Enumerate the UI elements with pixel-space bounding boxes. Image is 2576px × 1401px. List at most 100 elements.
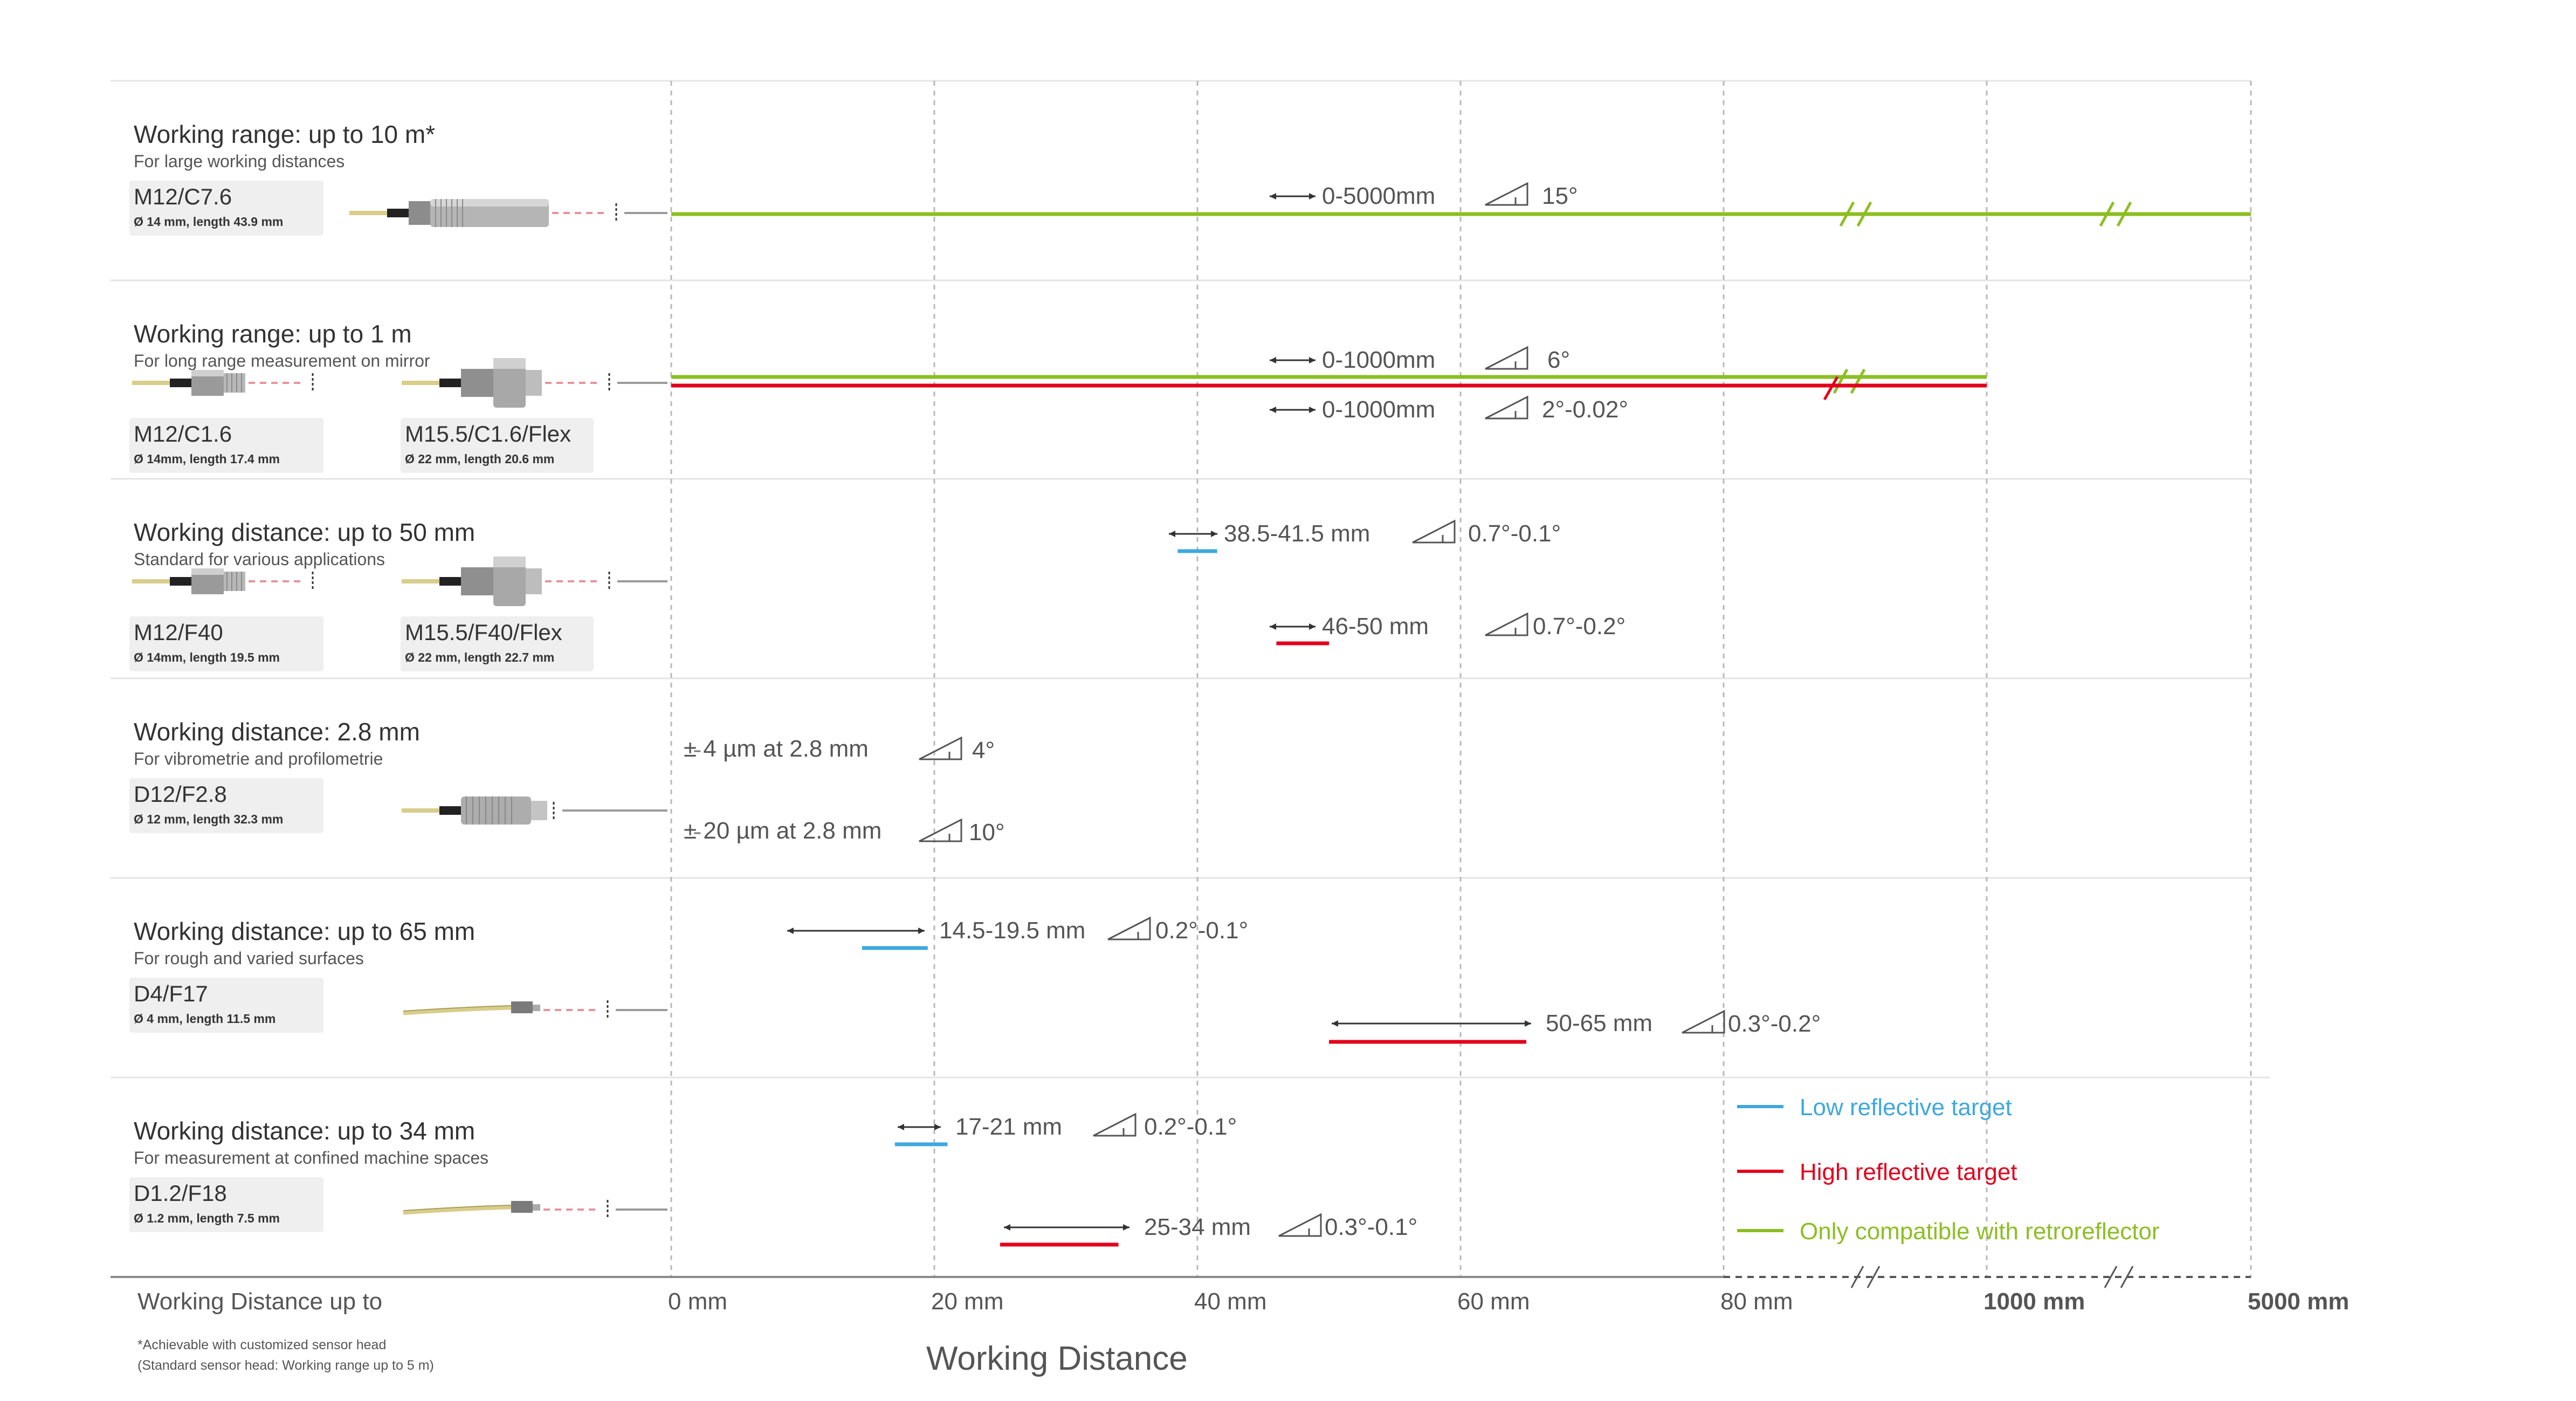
fiber-cable-shade: [403, 1205, 512, 1211]
sensor-image-d12: [402, 796, 667, 825]
line-break-mark: [1833, 368, 1849, 394]
legend-label: Only compatible with retroreflector: [1800, 1218, 2160, 1245]
bar-6: ± 20 µm at 2.8 mm 10°: [684, 818, 1005, 846]
sensor-tag-box: [129, 778, 323, 833]
sensor-front: [526, 568, 542, 594]
sensor-name: M12/F40: [134, 620, 223, 645]
row-title: Working distance: 2.8 mm: [134, 718, 420, 746]
row-subtitle: For vibrometrie and profilometrie: [134, 749, 383, 768]
arrowhead-left: [1270, 623, 1276, 630]
angle-icon: [1485, 395, 1528, 420]
arrowhead-right: [1309, 193, 1315, 200]
arrowhead-right: [1525, 1020, 1531, 1027]
line-break-mark: [1823, 376, 1839, 401]
sensor-tag-box: [129, 1177, 323, 1232]
axis-break-0: [1850, 1266, 1881, 1288]
sensor-front: [526, 370, 542, 396]
row-3: Working distance: 2.8 mm For vibrometrie …: [129, 718, 667, 833]
tick-label-1: 20 mm: [931, 1288, 1003, 1315]
arrowhead-right: [1123, 1224, 1129, 1231]
cable-boot: [387, 209, 409, 217]
sensor-image-nut: [402, 557, 667, 606]
sensor-tag-box: [129, 181, 323, 236]
row-subtitle: For measurement at confined machine spac…: [134, 1148, 488, 1168]
bar-2: 0-1000mm 2°-0.02°: [671, 376, 1987, 423]
legend-label: High reflective target: [1800, 1159, 2017, 1185]
sensor-dimensions: Ø 22 mm, length 22.7 mm: [405, 650, 554, 664]
arrowhead-left: [1004, 1224, 1010, 1231]
tick-label-0: 0 mm: [668, 1288, 727, 1315]
sensor-nut: [493, 557, 526, 606]
axis-left-label: Working Distance up to: [137, 1288, 382, 1315]
angle-icon: [1682, 1009, 1725, 1034]
row-4: Working distance: up to 65 mm For rough a…: [129, 917, 667, 1033]
axis-break-1: [2104, 1266, 2134, 1288]
angle-label: 0.2°-0.1°: [1155, 917, 1248, 944]
bar-7: 14.5-19.5 mm 0.2°-0.1°: [787, 916, 1248, 950]
angle-label: 10°: [969, 819, 1005, 846]
sensor-name: D12/F2.8: [134, 781, 227, 807]
axis-break-stroke: [2120, 1266, 2134, 1288]
line-break-mark: [1856, 201, 1872, 227]
sensor-highlight: [191, 568, 224, 575]
footnote-line-1: *Achievable with customized sensor head: [137, 1337, 386, 1352]
bar-1: 0-1000mm 6°: [671, 346, 1987, 394]
bar-5: ± 4 µm at 2.8 mm 4°: [684, 736, 995, 764]
sensor-name: M12/C7.6: [134, 184, 232, 209]
sensor-tag-box: [401, 616, 594, 671]
angle-label: 15°: [1542, 183, 1578, 209]
range-label: 38.5-41.5 mm: [1224, 520, 1370, 547]
angle-label: 0.3°-0.2°: [1728, 1011, 1821, 1037]
footnote-line-2: (Standard sensor head: Working range up …: [137, 1358, 434, 1373]
bar-10: 25-34 mm 0.3°-0.1°: [1000, 1213, 1417, 1247]
sensor-ferrule: [511, 1001, 533, 1013]
angle-icon: [1485, 346, 1528, 370]
row-0: Working range: up to 10 m* For large work…: [129, 120, 667, 236]
range-label: 0-5000mm: [1322, 183, 1435, 209]
arrowhead-right: [1309, 623, 1315, 630]
sensor-highlight: [430, 199, 549, 207]
tick-label-2: 40 mm: [1194, 1288, 1266, 1315]
sensor-tip: [533, 1204, 540, 1211]
sensor-image-thin: [403, 1200, 667, 1219]
row-title: Working distance: up to 34 mm: [134, 1117, 475, 1145]
angle-icon: [1485, 182, 1528, 206]
x-axis-title: Working Distance: [926, 1340, 1188, 1377]
angle-label: 6°: [1547, 347, 1570, 373]
arrowhead-right: [934, 1124, 941, 1130]
sensor-body: [461, 796, 531, 825]
angle-label: 2°-0.02°: [1542, 396, 1628, 423]
row-title: Working distance: up to 50 mm: [134, 518, 475, 546]
arrowhead-left: [1169, 531, 1175, 537]
arrowhead-right: [918, 928, 925, 934]
line-break-mark: [1850, 368, 1866, 394]
arrowhead-right: [1309, 357, 1315, 363]
sensor-image-nut: [402, 358, 667, 408]
tick-label-3: 60 mm: [1457, 1288, 1530, 1315]
sensor-highlight: [191, 370, 224, 376]
sensor-dimensions: Ø 22 mm, length 20.6 mm: [405, 452, 554, 466]
sensor-front: [531, 801, 547, 820]
cable-boot: [439, 379, 461, 387]
row-title: Working distance: up to 65 mm: [134, 917, 475, 945]
angle-label: 0.2°-0.1°: [1144, 1114, 1237, 1140]
legend-item-low: Low reflective target: [1737, 1094, 2012, 1121]
sensor-tag-box: [129, 418, 323, 473]
sensor-dimensions: Ø 12 mm, length 32.3 mm: [134, 812, 283, 826]
range-label: 0-1000mm: [1322, 396, 1435, 423]
fiber-cable: [403, 1205, 512, 1215]
fiber-cable-shade: [403, 1005, 512, 1012]
sensor-dimensions: Ø 14mm, length 17.4 mm: [134, 452, 280, 466]
sensor-highlight: [493, 358, 526, 369]
cable-boot: [439, 806, 461, 815]
angle-icon: [1412, 519, 1456, 544]
sensor-tag: M15.5/F40/Flex Ø 22 mm, length 22.7 mm: [401, 616, 594, 671]
legend-item-high: High reflective target: [1737, 1159, 2017, 1185]
row-subtitle: For rough and varied surfaces: [134, 949, 364, 968]
angle-icon: [919, 818, 962, 842]
range-label: 46-50 mm: [1322, 613, 1429, 640]
angle-label: 0.7°-0.2°: [1533, 613, 1626, 640]
sensor-dimensions: Ø 14 mm, length 43.9 mm: [134, 215, 283, 229]
arrowhead-left: [1332, 1020, 1338, 1027]
